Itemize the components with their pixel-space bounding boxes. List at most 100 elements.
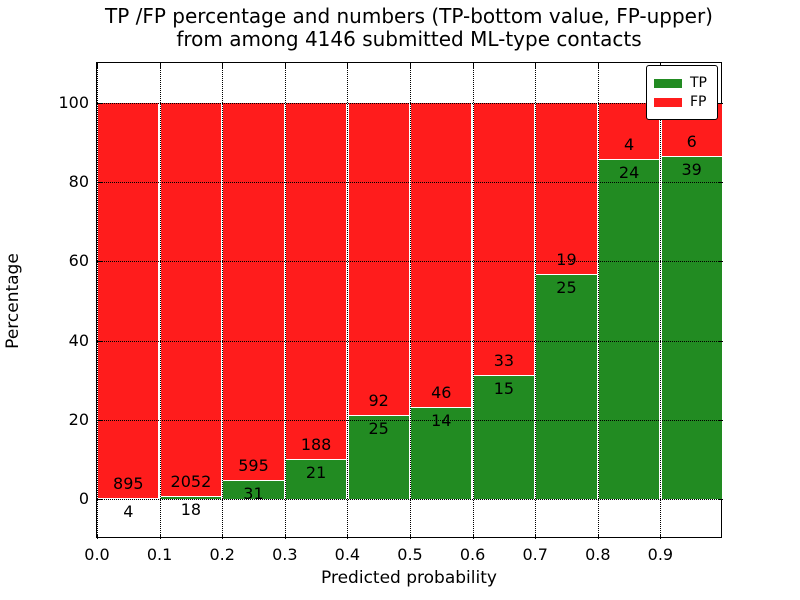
- gridline-vertical: [472, 63, 474, 539]
- y-axis-label: Percentage: [3, 253, 23, 349]
- chart-title-line2: from among 4146 submitted ML-type contac…: [176, 27, 642, 51]
- fp-count-label: 92: [368, 390, 389, 410]
- fp-count-label: 6: [686, 131, 697, 151]
- tp-count-label: 25: [556, 277, 577, 297]
- legend-entry-tp: TP: [654, 75, 709, 91]
- fp-legend-swatch: [654, 97, 682, 107]
- x-tick-label: 0.7: [522, 545, 548, 564]
- fp-count-label: 188: [300, 435, 332, 455]
- x-tick-label: 0.2: [209, 545, 235, 564]
- fp-count-label: 595: [238, 455, 269, 475]
- tp-legend-label: TP: [690, 75, 707, 91]
- x-tick-mark-bottom: [222, 534, 224, 539]
- y-tick-mark-left: [97, 420, 102, 421]
- x-tick-mark-top: [347, 63, 349, 68]
- fp-count-label: 4: [624, 135, 635, 155]
- x-tick-mark-top: [410, 63, 411, 68]
- x-tick-mark-bottom: [347, 534, 349, 539]
- plot-area: 895 4 2052 18 595 31 188 21 92 25 46 14 33 15 19 25 4 24 6…: [58, 62, 723, 564]
- chart-title: TP /FP percentage and numbers (TP-bottom…: [96, 5, 722, 51]
- tp-count-label: 14: [431, 410, 452, 430]
- x-tick-mark-bottom: [472, 534, 474, 539]
- x-tick-mark-top: [222, 63, 224, 68]
- bar-tp: [160, 495, 221, 500]
- gridline-vertical: [97, 63, 98, 539]
- tp-count-label: 18: [180, 499, 202, 519]
- tp-count-label: 31: [243, 483, 264, 503]
- x-tick-mark-bottom: [535, 534, 537, 539]
- x-tick-label: 0.9: [647, 545, 674, 564]
- bar-fp: [473, 102, 534, 376]
- bar-tp: [661, 155, 722, 500]
- x-tick-mark-bottom: [159, 534, 161, 539]
- fp-count-label: 33: [493, 351, 515, 371]
- x-tick-mark-top: [97, 63, 98, 68]
- x-tick-mark-top: [535, 63, 537, 68]
- x-axis-label: Predicted probability: [321, 568, 497, 588]
- fp-count-label: 895: [113, 473, 144, 493]
- bar-fp: [348, 102, 409, 415]
- x-tick-mark-top: [159, 63, 161, 68]
- x-tick-label: 0.3: [272, 545, 298, 564]
- x-tick-label: 0.5: [397, 545, 423, 564]
- bar-tp: [473, 375, 534, 500]
- x-tick-mark-bottom: [410, 534, 411, 539]
- x-tick-label: 0.6: [459, 545, 486, 564]
- x-tick-mark-top: [284, 63, 286, 68]
- y-tick-mark-right: [718, 499, 723, 501]
- fp-legend-label: FP: [690, 94, 707, 110]
- bar-tp: [411, 406, 472, 500]
- y-tick-mark-left: [97, 340, 102, 342]
- tp-count-label: 24: [618, 163, 640, 183]
- bar-fp: [286, 102, 347, 460]
- y-tick-label: 20: [68, 410, 89, 429]
- bar-fp: [98, 102, 159, 498]
- y-tick-mark-right: [718, 102, 723, 104]
- tp-count-label: 39: [681, 159, 702, 179]
- x-tick-label: 0.8: [585, 545, 611, 564]
- x-tick-mark-bottom: [660, 534, 662, 539]
- gridline-vertical: [347, 63, 349, 539]
- x-tick-mark-bottom: [284, 534, 286, 539]
- x-tick-label: 0.1: [146, 545, 173, 564]
- x-tick-mark-top: [472, 63, 474, 68]
- tp-count-label: 21: [305, 463, 327, 483]
- gridline-vertical: [222, 63, 224, 539]
- bar-tp: [348, 414, 409, 500]
- bar-fp: [223, 102, 284, 480]
- bar-fp: [536, 102, 597, 274]
- tp-count-label: 4: [123, 501, 134, 521]
- tp-count-label: 15: [493, 379, 515, 399]
- x-tick-label: 0.4: [334, 545, 361, 564]
- bar-fp: [411, 102, 472, 407]
- gridline-vertical: [159, 63, 161, 539]
- y-tick-mark-left: [97, 182, 102, 183]
- y-tick-label: 60: [68, 251, 89, 271]
- bar-tp: [536, 273, 597, 500]
- y-tick-label: 80: [68, 172, 89, 191]
- bar-tp: [286, 459, 347, 500]
- legend: TP FP: [646, 65, 718, 120]
- gridline-vertical: [535, 63, 537, 539]
- fp-count-label: 19: [556, 249, 577, 269]
- y-tick-mark-right: [718, 261, 723, 263]
- gridline-vertical: [660, 63, 662, 539]
- tp-legend-swatch: [654, 78, 682, 88]
- y-tick-label: 40: [68, 330, 89, 350]
- legend-entry-fp: FP: [654, 94, 709, 110]
- y-tick-mark-left: [97, 102, 102, 104]
- y-tick-label: 100: [58, 92, 89, 112]
- bar-tp: [223, 479, 284, 500]
- x-tick-mark-bottom: [97, 534, 98, 539]
- y-tick-label: 0: [78, 489, 89, 509]
- x-tick-mark-top: [597, 63, 599, 68]
- y-tick-mark-right: [718, 340, 723, 342]
- y-tick-mark-left: [97, 499, 102, 501]
- x-tick-mark-bottom: [597, 534, 599, 539]
- y-tick-mark-left: [97, 261, 102, 263]
- x-tick-label: 0.0: [84, 545, 110, 564]
- y-tick-mark-right: [718, 420, 723, 421]
- gridline-vertical: [410, 63, 411, 539]
- bar-tp: [599, 159, 660, 500]
